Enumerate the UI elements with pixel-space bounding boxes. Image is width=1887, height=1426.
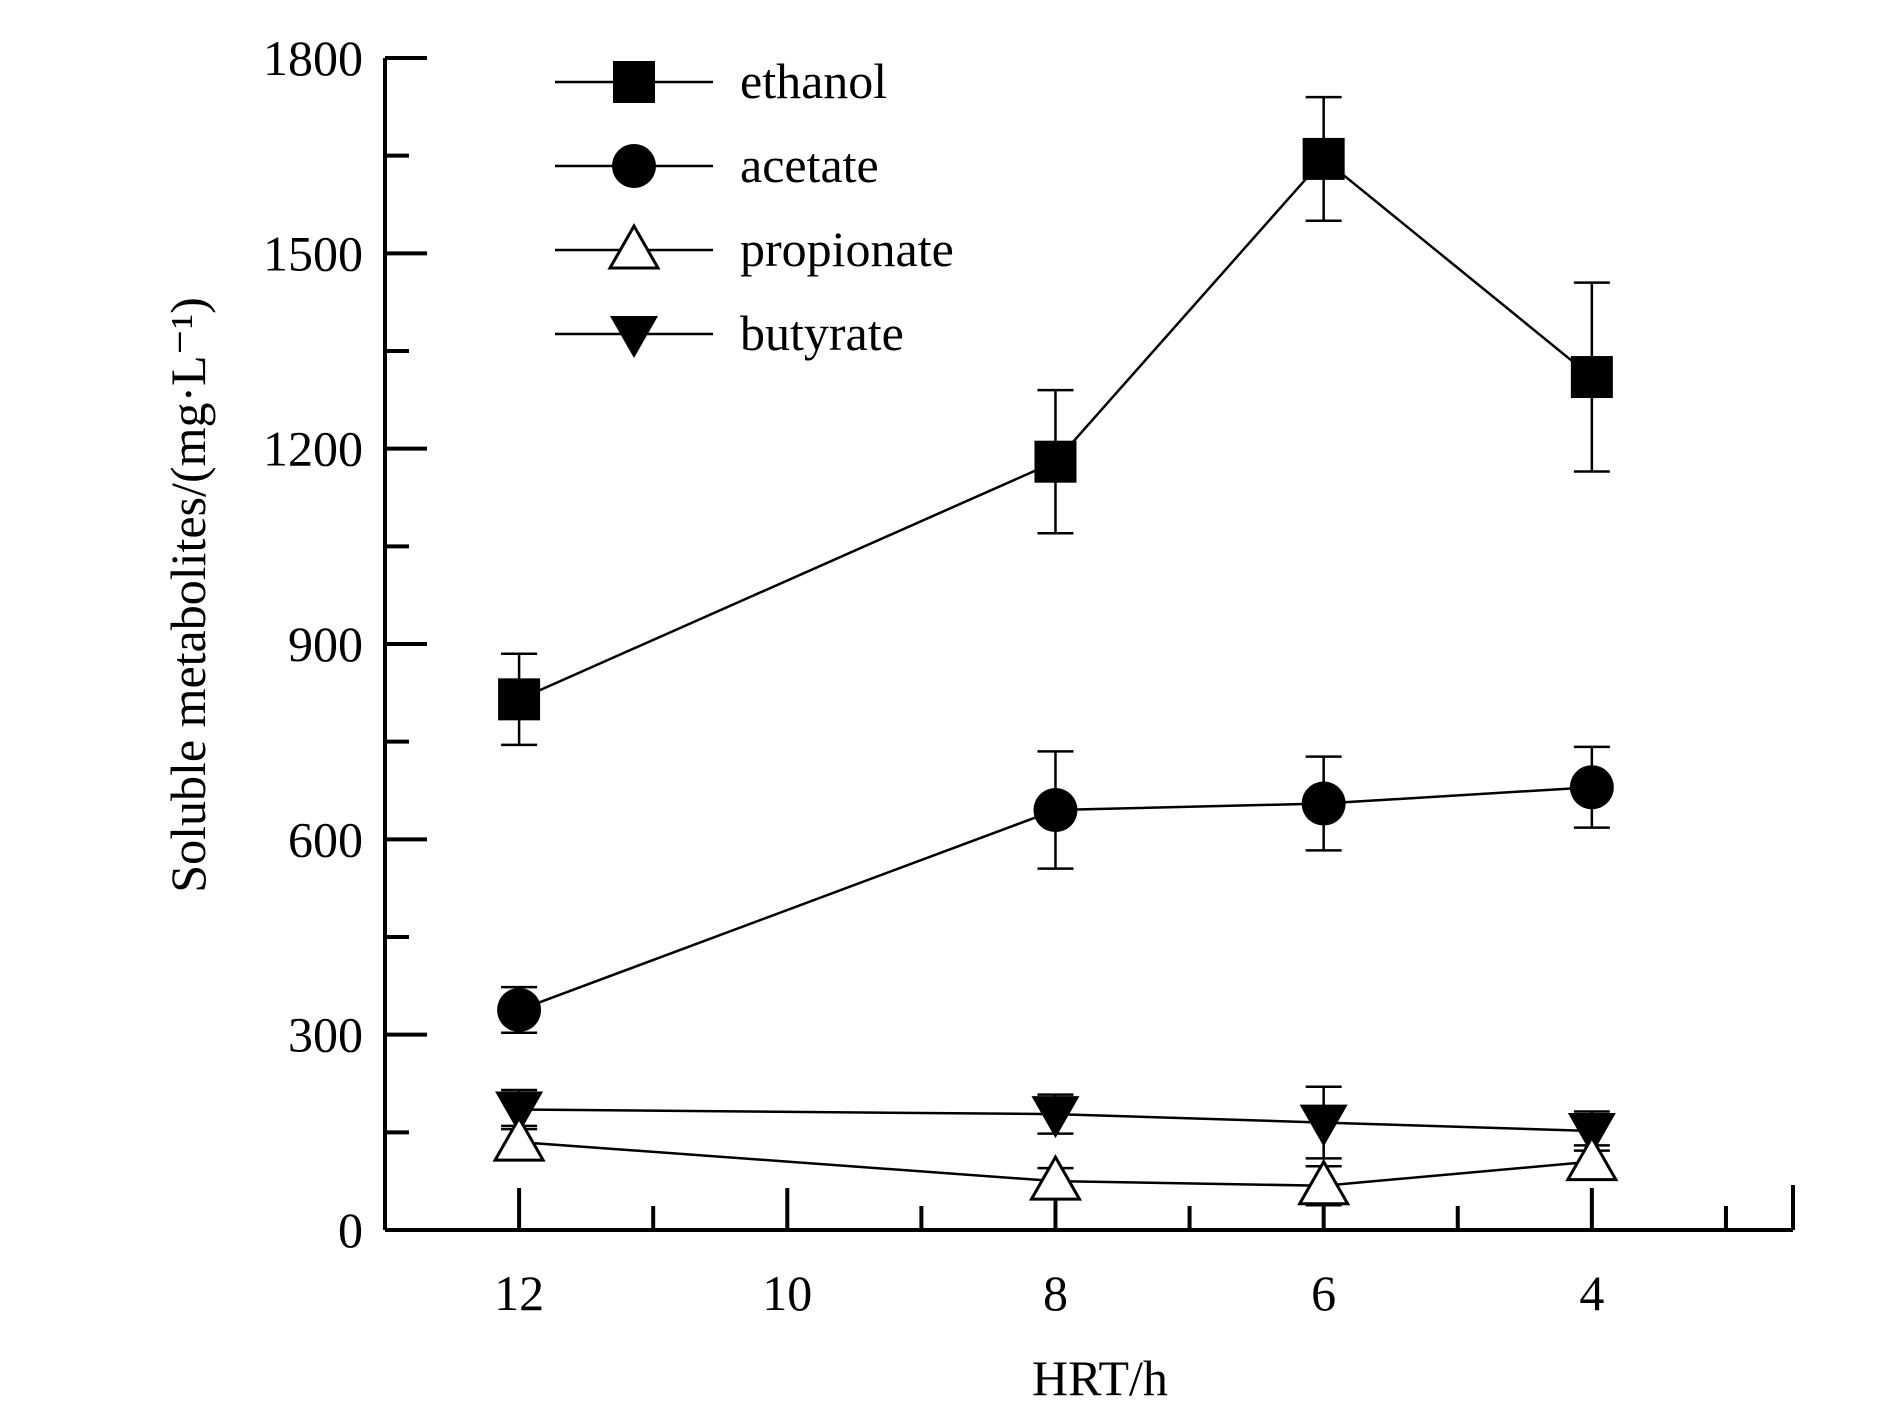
propionate-line [519,1140,1592,1187]
legend-item-propionate: propionate [555,221,954,277]
legend: ethanol acetate propionate butyrate [555,53,954,361]
propionate-point [1028,1154,1083,1201]
series-butyrate [495,1085,1616,1160]
legend-item-ethanol: ethanol [555,53,887,109]
legend-label: butyrate [740,305,904,361]
propionate-point [492,1115,546,1162]
x-tick-label: 4 [1579,1265,1604,1321]
acetate-point [1033,788,1078,833]
acetate-point [1301,781,1346,826]
y-tick-label: 1200 [263,421,363,477]
y-tick-label: 1500 [263,225,363,281]
acetate-point [497,987,542,1032]
legend-label: ethanol [740,53,887,109]
butyrate-point [1567,1113,1616,1156]
legend-label: acetate [740,137,879,193]
butyrate-line [519,1108,1592,1133]
ethanol-point [1034,440,1077,483]
acetate-point [1569,765,1614,810]
x-axis-title: HRT/h [1032,1350,1168,1406]
ethanol-point [1302,137,1345,180]
butyrate-point [1031,1096,1080,1139]
ethanol-point [498,678,541,721]
legend-label: propionate [740,221,954,277]
axes: 0 300 600 900 1200 1500 1800 12 10 8 6 4 [263,30,1795,1321]
x-tick-label: 8 [1043,1265,1068,1321]
x-tick-label: 10 [762,1265,812,1321]
legend-item-butyrate: butyrate [555,305,904,361]
y-tick-label: 900 [288,616,363,672]
legend-marker [610,316,658,358]
legend-marker [607,222,661,270]
series-propionate [492,1115,1619,1207]
series-layer [492,95,1619,1207]
propionate-point [1565,1134,1619,1182]
legend-item-acetate: acetate [555,137,879,193]
y-tick-label: 0 [338,1202,363,1258]
legend-marker [612,144,656,188]
propionate-point [1297,1158,1351,1206]
butyrate-point [1299,1104,1348,1147]
ethanol-point [1570,356,1613,399]
legend-marker [613,61,655,103]
x-tick-label: 6 [1311,1265,1336,1321]
series-acetate [497,745,1614,1034]
acetate-line [518,785,1592,1012]
y-axis-title: Soluble metabolites/(mg·L⁻¹) [160,297,216,892]
x-tick-label: 12 [494,1265,544,1321]
y-tick-label: 300 [288,1007,363,1063]
series-ethanol [498,95,1613,747]
butyrate-point [495,1091,544,1134]
y-tick-label: 600 [288,811,363,867]
ethanol-line [518,157,1593,701]
y-tick-label: 1800 [263,30,363,86]
